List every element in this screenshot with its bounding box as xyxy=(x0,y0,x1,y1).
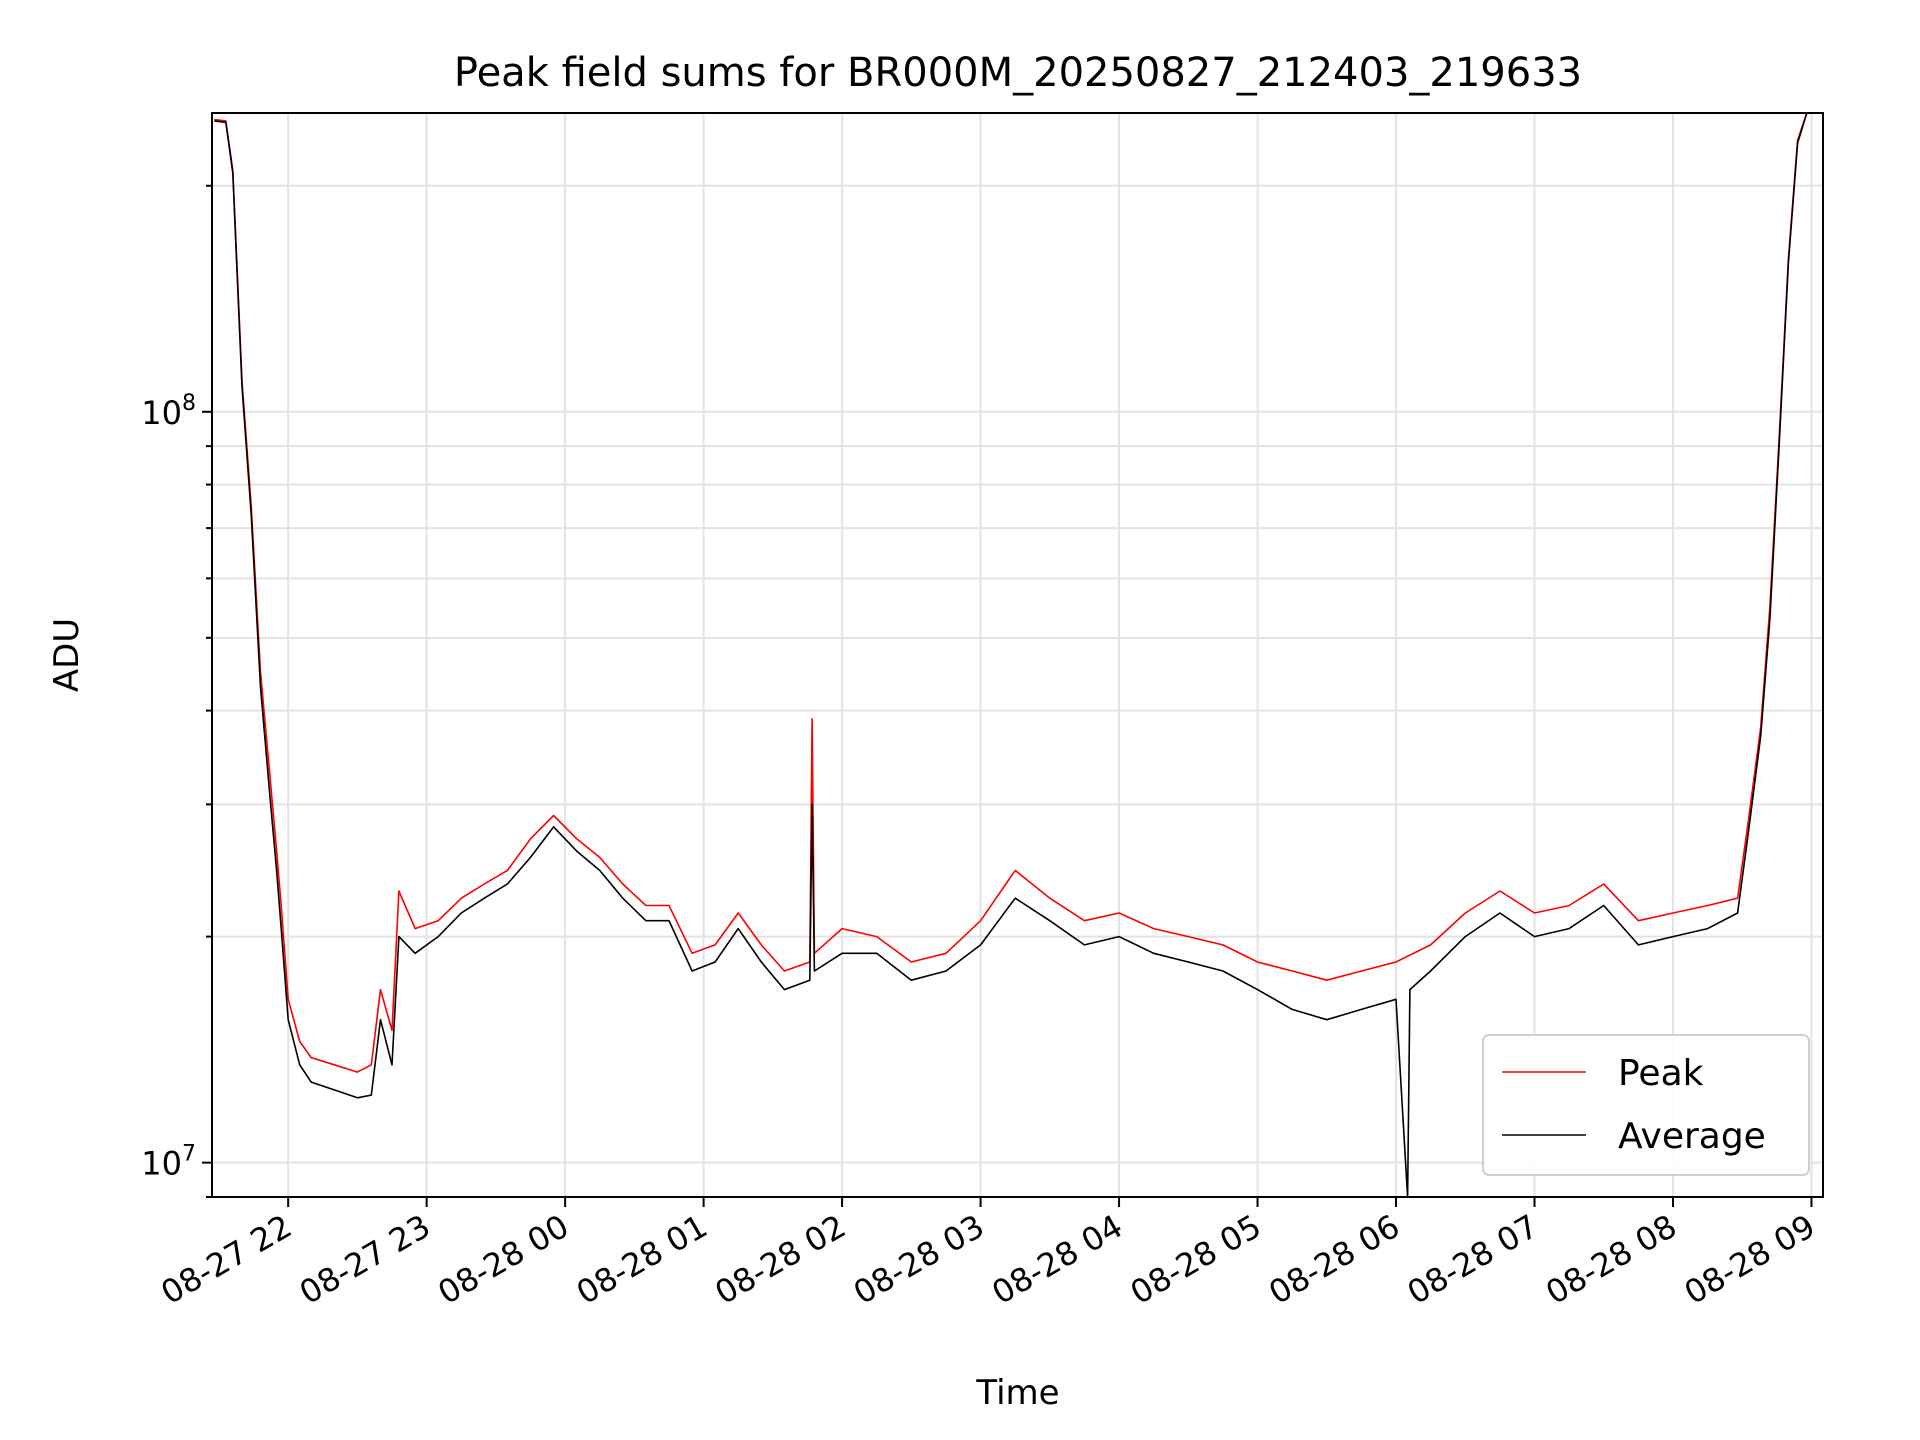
x-tick-label: 08-28 02 xyxy=(708,1207,852,1312)
legend: Peak Average xyxy=(1482,1034,1810,1176)
x-tick-label: 08-28 03 xyxy=(847,1207,991,1312)
x-tick-label: 08-27 22 xyxy=(155,1207,299,1312)
x-tick-label: 08-28 00 xyxy=(432,1207,576,1312)
series-line-average xyxy=(214,113,1808,1197)
y-tick-base: 10 xyxy=(141,1145,182,1183)
x-tick-label: 08-28 01 xyxy=(570,1207,714,1312)
x-tick-label: 08-28 09 xyxy=(1678,1207,1822,1312)
x-tick-label: 08-28 04 xyxy=(985,1207,1129,1312)
y-tick-exponent: 7 xyxy=(182,1142,196,1167)
y-tick-base: 10 xyxy=(141,394,182,432)
plot-frame xyxy=(211,112,1824,1198)
y-tick-label: 107 xyxy=(141,1142,196,1183)
x-tick-label: 08-27 23 xyxy=(293,1207,437,1312)
x-tick-label: 08-28 08 xyxy=(1539,1207,1683,1312)
legend-box xyxy=(1482,1034,1810,1176)
series-layer xyxy=(214,113,1808,1197)
y-axis-label: ADU xyxy=(47,618,87,692)
chart-title: Peak field sums for BR000M_20250827_2124… xyxy=(454,50,1582,96)
legend-label-peak: Peak xyxy=(1618,1053,1704,1094)
x-axis-label: Time xyxy=(975,1373,1059,1413)
x-tick-label: 08-28 06 xyxy=(1262,1207,1406,1312)
legend-label-average: Average xyxy=(1618,1116,1766,1157)
y-tick-label: 108 xyxy=(141,391,196,432)
x-tick-label: 08-28 05 xyxy=(1124,1207,1268,1312)
x-tick-label: 08-28 07 xyxy=(1401,1207,1545,1312)
y-tick-exponent: 8 xyxy=(182,391,196,416)
